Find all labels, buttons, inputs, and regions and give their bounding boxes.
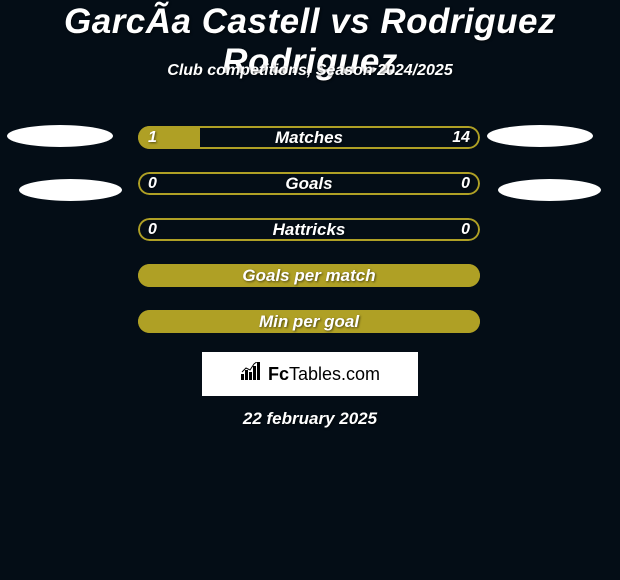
- stat-row-hattricks: Hattricks0 0: [138, 218, 480, 241]
- stat-row-matches: Matches114: [138, 126, 480, 149]
- stat-fill-left: [138, 126, 200, 149]
- stats-comparison-card: GarcÃ­a Castell vs Rodriguez Rodriguez C…: [0, 0, 620, 580]
- brand-text-strong: Fc: [268, 364, 289, 384]
- player-badge-left1: [7, 125, 113, 147]
- stat-value-left: 0: [148, 218, 157, 241]
- stat-row-border: [138, 172, 480, 195]
- stat-row-goals-per-match: Goals per match: [138, 264, 480, 287]
- brand-text: FcTables.com: [268, 364, 380, 385]
- stat-row-border: [138, 218, 480, 241]
- page-subtitle: Club competitions, Season 2024/2025: [0, 62, 620, 80]
- brand-badge: FcTables.com: [202, 352, 418, 396]
- player-badge-left2: [19, 179, 122, 201]
- stat-value-right: 14: [452, 126, 470, 149]
- stat-fill-left: [138, 264, 480, 287]
- stat-label: Goals: [138, 172, 480, 195]
- stat-value-left: 0: [148, 172, 157, 195]
- stat-value-right: 0: [461, 218, 470, 241]
- bars-icon: [240, 362, 264, 387]
- stat-value-right: 0: [461, 172, 470, 195]
- stat-label: Hattricks: [138, 218, 480, 241]
- brand-text-rest: Tables.com: [289, 364, 380, 384]
- stat-fill-left: [138, 310, 480, 333]
- player-badge-right2: [498, 179, 601, 201]
- player-badge-right1: [487, 125, 593, 147]
- stat-row-goals: Goals0 0: [138, 172, 480, 195]
- stat-row-min-per-goal: Min per goal: [138, 310, 480, 333]
- footer-date: 22 february 2025: [0, 409, 620, 429]
